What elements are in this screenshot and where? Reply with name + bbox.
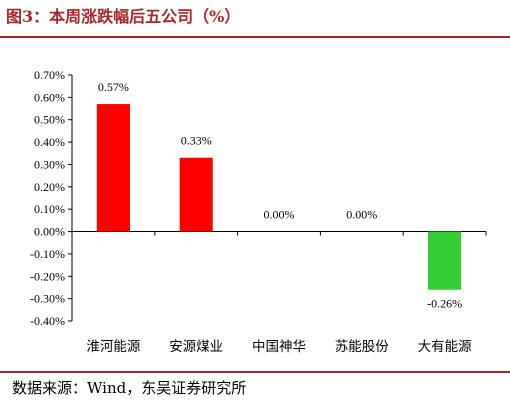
chart-title: 图3：本周涨跌幅后五公司（%） xyxy=(6,7,241,26)
y-tick-label: 0.10% xyxy=(34,202,65,216)
data-source: 数据来源：Wind，东吴证券研究所 xyxy=(12,379,247,397)
bar-chart: 0.70% 0.60% 0.50% 0.40% 0.30% 0.20% 0.10% 0.00%… xyxy=(30,68,487,355)
category-label: 苏能股份 xyxy=(335,339,389,355)
category-label: 安源煤业 xyxy=(169,339,223,355)
y-tick-label: -0.20% xyxy=(30,269,65,283)
category-label: 中国神华 xyxy=(252,339,306,355)
data-label: 0.00% xyxy=(264,208,295,222)
bar-5 xyxy=(428,231,462,290)
data-label: 0.33% xyxy=(181,134,212,148)
y-tick-label: -0.30% xyxy=(30,292,65,306)
data-label: -0.26% xyxy=(427,297,462,311)
data-label: 0.00% xyxy=(346,208,377,222)
y-tick-label: 0.20% xyxy=(34,180,65,194)
y-tick-label: 0.30% xyxy=(34,157,65,171)
data-label: 0.57% xyxy=(98,80,129,94)
bar-1 xyxy=(96,104,130,232)
category-label: 淮河能源 xyxy=(86,339,140,355)
y-tick-label: 0.70% xyxy=(34,68,65,82)
y-tick-label: -0.40% xyxy=(30,314,65,328)
source-divider xyxy=(0,371,510,373)
y-tick-label: -0.10% xyxy=(30,247,65,261)
title-divider xyxy=(0,36,510,38)
bar-2 xyxy=(179,157,213,232)
y-tick-label: 0.00% xyxy=(34,225,65,239)
y-tick-label: 0.50% xyxy=(34,113,65,127)
category-label: 大有能源 xyxy=(418,339,472,355)
y-tick-label: 0.60% xyxy=(34,90,65,104)
y-tick-label: 0.40% xyxy=(34,135,65,149)
